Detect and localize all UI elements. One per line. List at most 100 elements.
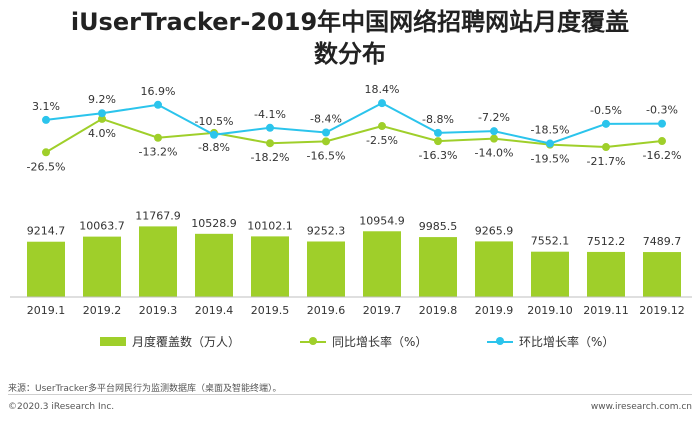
mom-label-2019.4: -10.5% [195, 115, 234, 128]
x-tick-label-2019.10: 2019.10 [527, 304, 573, 317]
yoy-label-2019.7: -2.5% [366, 134, 398, 147]
yoy-point-2019.9 [490, 134, 498, 143]
yoy-point-2019.1 [42, 148, 50, 157]
bar-2019.6 [307, 241, 345, 297]
chart-title: iUserTracker-2019年中国网络招聘网站月度覆盖 数分布 [0, 6, 700, 70]
bar-2019.1 [27, 241, 65, 297]
legend-label-mom: 环比增长率（%） [519, 334, 615, 349]
chart-title-line-2: 数分布 [314, 40, 386, 68]
mom-label-2019.7: 18.4% [365, 83, 400, 96]
chart-title-line-1: iUserTracker-2019年中国网络招聘网站月度覆盖 [70, 8, 630, 36]
mom-label-2019.5: -4.1% [254, 108, 286, 121]
yoy-point-2019.5 [266, 139, 274, 148]
yoy-point-2019.2 [98, 114, 106, 123]
yoy-label-2019.4: -8.8% [198, 141, 230, 154]
yoy-point-2019.3 [154, 133, 162, 142]
bar-2019.5 [251, 236, 289, 297]
mom-point-2019.3 [154, 100, 162, 109]
yoy-label-2019.9: -14.0% [475, 147, 514, 160]
bar-label-2019.4: 10528.9 [191, 217, 237, 230]
x-tick-label-2019.7: 2019.7 [363, 304, 402, 317]
yoy-label-2019.5: -18.2% [251, 151, 290, 164]
mom-label-2019.10: -18.5% [531, 124, 570, 137]
mom-label-2019.11: -0.5% [590, 104, 622, 117]
mom-point-2019.12 [658, 119, 666, 128]
bar-2019.9 [475, 241, 513, 297]
mom-line [45, 102, 663, 145]
bar-2019.10 [531, 251, 569, 297]
legend-label-yoy: 同比增长率（%） [332, 334, 428, 349]
mom-point-2019.11 [602, 119, 610, 128]
chart-legend: 月度覆盖数（万人） 同比增长率（%） 环比增长率（%） [0, 329, 700, 353]
bar-label-2019.7: 10954.9 [359, 214, 405, 227]
copyright-text: ©2020.3 iResearch Inc. [8, 402, 115, 412]
mom-point-2019.7 [378, 99, 386, 108]
mom-point-2019.8 [434, 128, 442, 137]
x-tick-label-2019.2: 2019.2 [83, 304, 122, 317]
x-tick-label-2019.12: 2019.12 [639, 304, 685, 317]
legend-swatch-yoy [300, 336, 326, 346]
yoy-label-2019.6: -16.5% [307, 149, 346, 162]
bar-2019.4 [195, 233, 233, 297]
bar-label-2019.6: 9252.3 [307, 224, 346, 237]
yoy-label-2019.1: -26.5% [27, 160, 66, 173]
legend-item-coverage: 月度覆盖数（万人） [100, 329, 240, 353]
yoy-line [45, 117, 663, 154]
bar-label-2019.1: 9214.7 [27, 225, 66, 238]
legend-label-coverage: 月度覆盖数（万人） [132, 334, 241, 349]
x-tick-label-2019.3: 2019.3 [139, 304, 178, 317]
bar-label-2019.12: 7489.7 [643, 235, 682, 248]
mom-point-2019.5 [266, 123, 274, 132]
website-text: www.iresearch.com.cn [590, 402, 692, 412]
legend-swatch-mom [487, 336, 513, 346]
x-tick-label-2019.5: 2019.5 [251, 304, 290, 317]
mom-point-2019.10 [546, 139, 554, 148]
bar-label-2019.5: 10102.1 [247, 219, 293, 232]
bar-label-2019.2: 10063.7 [79, 220, 125, 233]
mom-label-2019.2: 9.2% [88, 93, 116, 106]
yoy-label-2019.8: -16.3% [419, 149, 458, 162]
bar-label-2019.3: 11767.9 [135, 209, 181, 222]
chart-canvas: 9214.7 10063.7 11767.9 10528.9 10102.1 9252.3… [10, 83, 692, 317]
bar-label-2019.11: 7512.2 [587, 235, 626, 248]
x-tick-label-2019.8: 2019.8 [419, 304, 458, 317]
yoy-point-2019.7 [378, 122, 386, 131]
yoy-point-2019.12 [658, 137, 666, 146]
mom-label-2019.3: 16.9% [141, 85, 176, 98]
yoy-label-2019.12: -16.2% [643, 149, 682, 162]
bar-2019.2 [83, 236, 121, 297]
x-tick-label-2019.6: 2019.6 [307, 304, 346, 317]
yoy-point-2019.8 [434, 137, 442, 146]
bar-2019.3 [139, 226, 177, 297]
footer-divider [8, 394, 692, 395]
bar-2019.11 [587, 251, 625, 297]
source-note: 来源：UserTracker多平台网民行为监测数据库（桌面及智能终端）。 [8, 384, 282, 394]
yoy-label-2019.2: 4.0% [88, 127, 116, 140]
mom-point-2019.6 [322, 128, 330, 137]
x-tick-label-2019.4: 2019.4 [195, 304, 234, 317]
mom-label-2019.9: -7.2% [478, 111, 510, 124]
x-tick-label-2019.1: 2019.1 [27, 304, 66, 317]
yoy-label-2019.10: -19.5% [531, 153, 570, 166]
yoy-point-2019.6 [322, 137, 330, 146]
bar-2019.12 [643, 252, 681, 297]
legend-item-mom: 环比增长率（%） [487, 329, 614, 353]
mom-label-2019.12: -0.3% [646, 104, 678, 117]
bar-2019.7 [363, 231, 401, 297]
legend-swatch-coverage [100, 336, 126, 346]
mom-point-2019.9 [490, 127, 498, 136]
legend-item-yoy: 同比增长率（%） [300, 329, 427, 353]
yoy-label-2019.11: -21.7% [587, 155, 626, 168]
bar-2019.8 [419, 237, 457, 297]
x-tick-label-2019.9: 2019.9 [475, 304, 514, 317]
bar-label-2019.9: 9265.9 [475, 224, 514, 237]
mom-point-2019.4 [210, 130, 218, 139]
x-tick-label-2019.11: 2019.11 [583, 304, 629, 317]
yoy-label-2019.3: -13.2% [139, 146, 178, 159]
mom-label-2019.8: -8.8% [422, 113, 454, 126]
bar-label-2019.10: 7552.1 [531, 235, 570, 248]
mom-label-2019.6: -8.4% [310, 112, 342, 125]
mom-point-2019.2 [98, 109, 106, 118]
yoy-point-2019.11 [602, 143, 610, 152]
mom-point-2019.1 [42, 115, 50, 124]
